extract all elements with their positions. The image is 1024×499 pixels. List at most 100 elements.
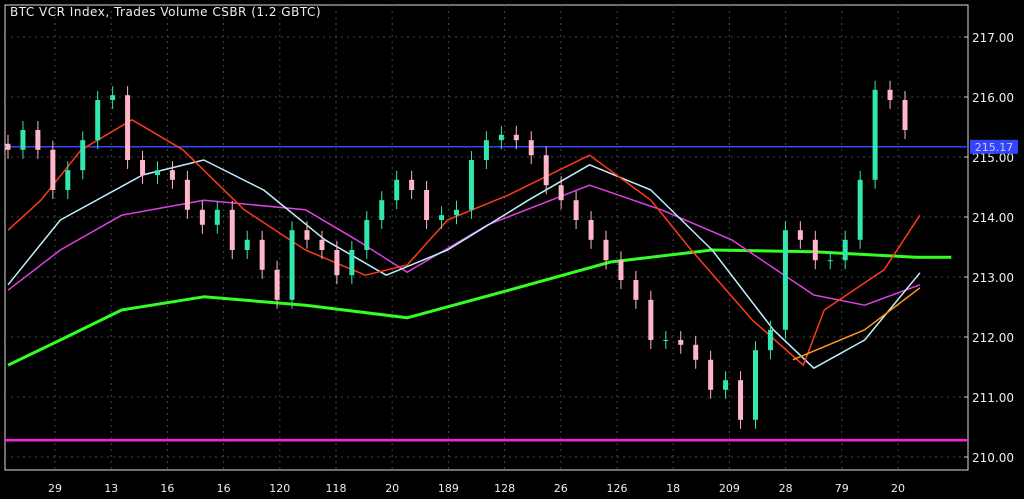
candle [394, 170, 400, 210]
candle-body [693, 344, 699, 360]
x-tick-label: 16 [217, 482, 231, 495]
candle-body [648, 299, 654, 340]
price-tag-label: 215.17 [975, 141, 1014, 154]
candle [65, 161, 71, 199]
candle [483, 131, 489, 169]
candle [468, 151, 474, 219]
candle [603, 230, 609, 270]
candle-body [782, 230, 788, 330]
candle-body [543, 155, 549, 186]
candle-body [872, 89, 878, 180]
candle-body [304, 230, 310, 240]
candle-body [50, 149, 56, 190]
candle [782, 221, 788, 339]
y-tick-label: 211.00 [972, 391, 1014, 405]
candle-body [812, 239, 818, 261]
candle [125, 86, 131, 169]
candle [827, 251, 833, 270]
candle-body [155, 170, 160, 175]
candle-body [20, 130, 26, 150]
candle [513, 125, 519, 150]
candle-body [229, 209, 235, 250]
candle-body [588, 220, 594, 240]
candle-body [394, 179, 400, 201]
candle-body [633, 280, 639, 300]
candle-body [424, 190, 430, 220]
candle [155, 161, 160, 184]
candle [35, 121, 41, 159]
x-tick-label: 189 [438, 482, 459, 495]
candle-body [498, 134, 504, 141]
candle-body [753, 350, 758, 420]
candle-body [169, 170, 175, 180]
candle-body [454, 209, 459, 216]
x-tick-label: 26 [554, 482, 568, 495]
candle [797, 221, 803, 249]
candle-body [902, 100, 908, 130]
candle [274, 260, 280, 309]
candle-body [468, 160, 474, 210]
candle [618, 251, 624, 289]
candle [872, 80, 878, 189]
x-tick-label: 13 [104, 482, 118, 495]
candle [708, 350, 714, 399]
candle-body [767, 329, 773, 351]
y-tick-label: 217.00 [972, 31, 1014, 45]
candle-body [618, 260, 624, 280]
candle-body [244, 239, 250, 250]
chart-title: BTC VCR Index, Trades Volume CSBR (1.2 G… [10, 5, 322, 19]
x-tick-label: 29 [48, 482, 62, 495]
candle [199, 200, 205, 234]
candle-body [5, 143, 11, 150]
candle-body [797, 230, 803, 240]
x-tick-label: 20 [891, 482, 905, 495]
candle-body [65, 170, 71, 190]
y-tick-label: 215.00 [972, 151, 1014, 165]
candle [558, 176, 564, 210]
candle-body [364, 220, 370, 250]
candle [244, 230, 250, 259]
candle [80, 131, 86, 180]
candle-body [439, 215, 445, 220]
candle-body [409, 179, 415, 190]
candle [902, 91, 908, 139]
y-tick-label: 210.00 [972, 451, 1014, 465]
candle [50, 140, 56, 199]
candle [304, 221, 310, 249]
candle [693, 335, 699, 369]
x-tick-label: 120 [269, 482, 290, 495]
candle-body [678, 340, 684, 345]
candle-body [274, 269, 280, 300]
candle [229, 200, 235, 259]
candle [738, 371, 744, 429]
candle-body [483, 140, 489, 160]
candle [753, 341, 758, 429]
candle [110, 86, 116, 109]
candle-body [842, 239, 848, 261]
candle [439, 206, 445, 229]
x-tick-label: 20 [385, 482, 399, 495]
candle-body [184, 179, 190, 210]
candle [289, 221, 295, 309]
candle-body [110, 95, 116, 100]
candle-body [80, 140, 86, 171]
candle-body [125, 95, 131, 160]
candle-body [35, 130, 41, 150]
candle-body [379, 200, 385, 220]
candle [214, 200, 220, 234]
candle [842, 230, 848, 270]
moving-average-line [792, 287, 921, 361]
candle-body [663, 340, 669, 341]
candle-body [558, 185, 564, 201]
candle [588, 211, 594, 249]
candle [812, 230, 818, 270]
y-tick-label: 214.00 [972, 211, 1014, 225]
candle [663, 331, 669, 349]
moving-average-line [7, 119, 921, 366]
y-tick-label: 216.00 [972, 91, 1014, 105]
candle-body [513, 134, 519, 141]
candle [767, 320, 773, 360]
moving-average-line [7, 184, 921, 306]
candle [319, 230, 325, 259]
candle [528, 131, 534, 165]
